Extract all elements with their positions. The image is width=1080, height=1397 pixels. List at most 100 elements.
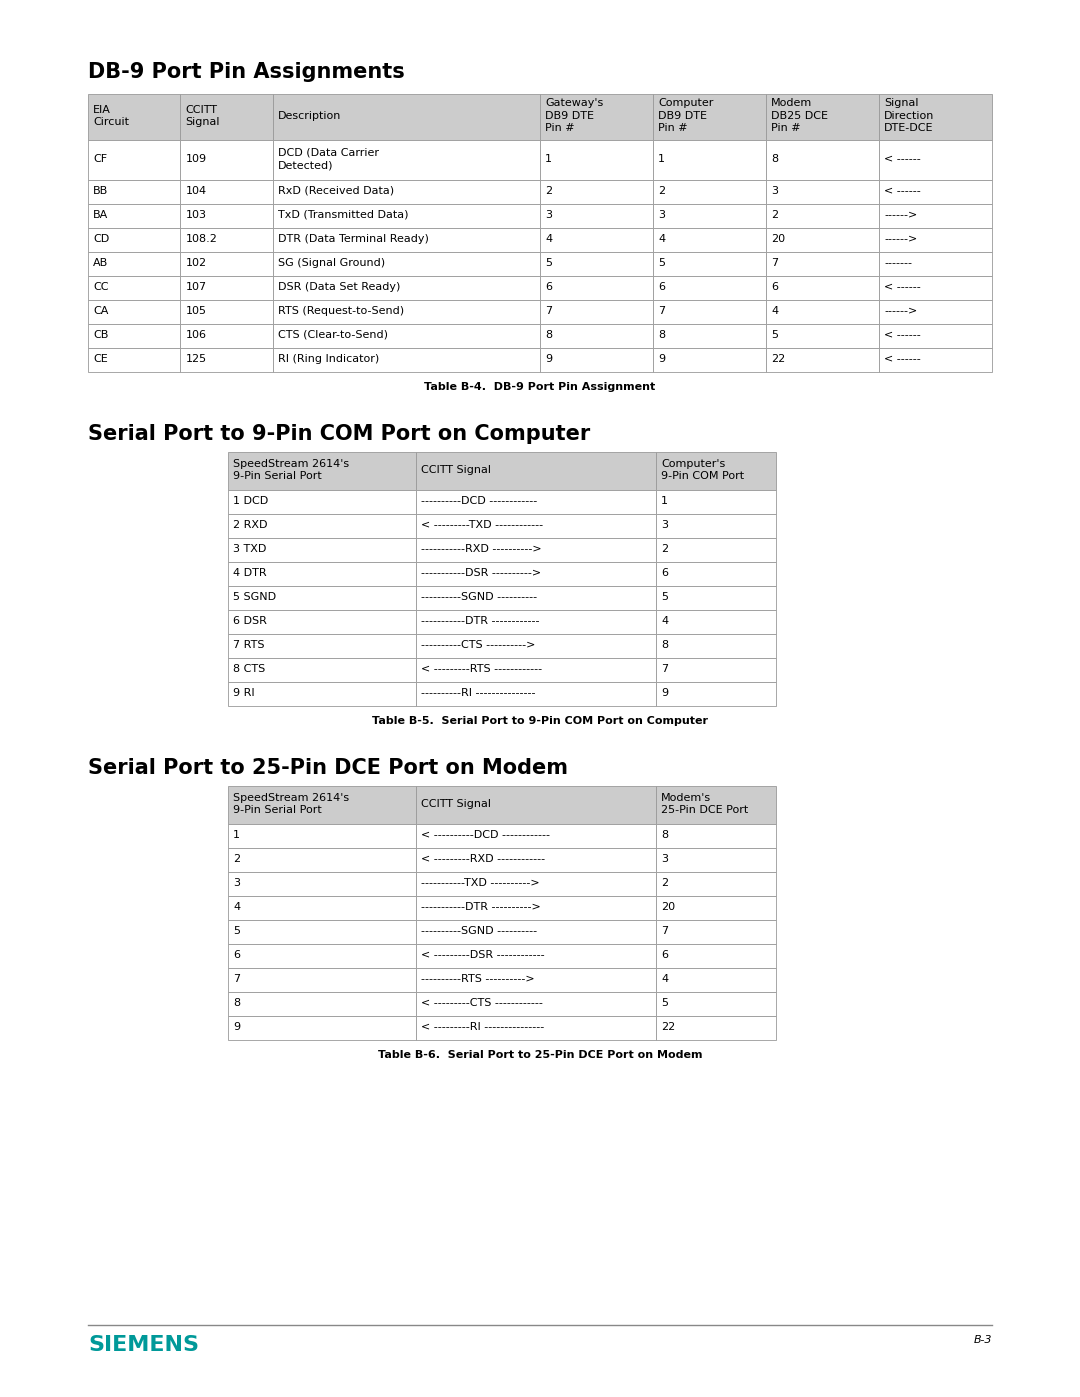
Bar [657, 490, 777, 514]
Bar [540, 251, 653, 277]
Text: 8: 8 [661, 830, 669, 840]
Text: Direction: Direction [885, 110, 934, 120]
Text: 1: 1 [658, 154, 665, 163]
Bar [180, 300, 273, 324]
Text: Table B-5.  Serial Port to 9-Pin COM Port on Computer: Table B-5. Serial Port to 9-Pin COM Port… [372, 717, 708, 726]
Bar [657, 1016, 777, 1039]
Bar [653, 228, 766, 251]
Bar [228, 634, 417, 658]
Bar [657, 968, 777, 992]
Text: 2: 2 [771, 210, 778, 219]
Bar [417, 538, 657, 562]
Bar [540, 324, 653, 348]
Bar [879, 180, 993, 204]
Text: DB-9 Port Pin Assignments: DB-9 Port Pin Assignments [87, 61, 405, 82]
Bar [228, 514, 417, 538]
Text: ------>: ------> [885, 306, 917, 316]
Text: 4 DTR: 4 DTR [233, 567, 267, 578]
Bar [417, 848, 657, 872]
Bar [273, 348, 540, 372]
Bar [273, 324, 540, 348]
Bar [273, 228, 540, 251]
Bar [180, 324, 273, 348]
Text: CE: CE [93, 353, 108, 363]
Text: Description: Description [278, 110, 341, 120]
Bar [87, 348, 180, 372]
Bar [180, 204, 273, 228]
Text: < ---------RTS ------------: < ---------RTS ------------ [421, 664, 542, 673]
Bar [417, 944, 657, 968]
Bar [766, 94, 879, 140]
Text: 7: 7 [771, 258, 778, 268]
Text: Table B-6.  Serial Port to 25-Pin DCE Port on Modem: Table B-6. Serial Port to 25-Pin DCE Por… [378, 1051, 702, 1060]
Text: 20: 20 [661, 902, 675, 912]
Text: 7: 7 [545, 306, 552, 316]
Text: < ------: < ------ [885, 154, 921, 163]
Bar [879, 94, 993, 140]
Text: < ---------RXD ------------: < ---------RXD ------------ [421, 854, 545, 863]
Bar [657, 992, 777, 1016]
Text: 9-Pin COM Port: 9-Pin COM Port [661, 471, 744, 481]
Bar [87, 300, 180, 324]
Text: -----------RXD ---------->: -----------RXD ----------> [421, 543, 542, 553]
Text: Table B-4.  DB-9 Port Pin Assignment: Table B-4. DB-9 Port Pin Assignment [424, 381, 656, 393]
Bar [180, 251, 273, 277]
Bar [228, 585, 417, 610]
Text: < ------: < ------ [885, 186, 921, 196]
Text: 20: 20 [771, 233, 785, 244]
Bar [657, 895, 777, 921]
Text: 2: 2 [661, 543, 669, 553]
Bar [657, 658, 777, 682]
Text: CC: CC [93, 282, 108, 292]
Text: ------>: ------> [885, 210, 917, 219]
Text: -----------DTR ---------->: -----------DTR ----------> [421, 902, 541, 912]
Text: ----------SGND ----------: ----------SGND ---------- [421, 592, 538, 602]
Text: 1: 1 [233, 830, 240, 840]
Bar [657, 787, 777, 824]
Text: CB: CB [93, 330, 108, 339]
Text: 1 DCD: 1 DCD [233, 496, 268, 506]
Bar [417, 921, 657, 944]
Bar [87, 324, 180, 348]
Text: Signal: Signal [186, 117, 220, 127]
Text: 9-Pin Serial Port: 9-Pin Serial Port [233, 471, 322, 481]
Text: 108.2: 108.2 [186, 233, 217, 244]
Text: 109: 109 [186, 154, 206, 163]
Text: RI (Ring Indicator): RI (Ring Indicator) [278, 353, 379, 363]
Bar [417, 453, 657, 490]
Bar [228, 848, 417, 872]
Text: Computer's: Computer's [661, 458, 726, 468]
Bar [273, 94, 540, 140]
Bar [228, 968, 417, 992]
Text: Computer: Computer [658, 98, 714, 109]
Bar [657, 682, 777, 705]
Text: DB25 DCE: DB25 DCE [771, 110, 828, 120]
Bar [417, 514, 657, 538]
Bar [417, 824, 657, 848]
Bar [417, 968, 657, 992]
Bar [653, 94, 766, 140]
Text: TxD (Transmitted Data): TxD (Transmitted Data) [278, 210, 408, 219]
Text: 9: 9 [545, 353, 552, 363]
Text: 2: 2 [661, 877, 669, 888]
Bar [417, 490, 657, 514]
Bar [273, 277, 540, 300]
Text: 5: 5 [545, 258, 552, 268]
Bar [417, 682, 657, 705]
Text: ----------SGND ----------: ----------SGND ---------- [421, 926, 538, 936]
Text: 8: 8 [658, 330, 665, 339]
Text: 8 CTS: 8 CTS [233, 664, 266, 673]
Text: 7 RTS: 7 RTS [233, 640, 265, 650]
Bar [273, 180, 540, 204]
Bar [540, 180, 653, 204]
Text: B-3: B-3 [973, 1336, 993, 1345]
Text: 1: 1 [545, 154, 552, 163]
Bar [417, 658, 657, 682]
Text: ----------RI ---------------: ----------RI --------------- [421, 687, 536, 697]
Text: 106: 106 [186, 330, 206, 339]
Text: 2: 2 [658, 186, 665, 196]
Text: -----------DTR ------------: -----------DTR ------------ [421, 616, 540, 626]
Text: BA: BA [93, 210, 108, 219]
Bar [180, 180, 273, 204]
Text: 5: 5 [661, 592, 669, 602]
